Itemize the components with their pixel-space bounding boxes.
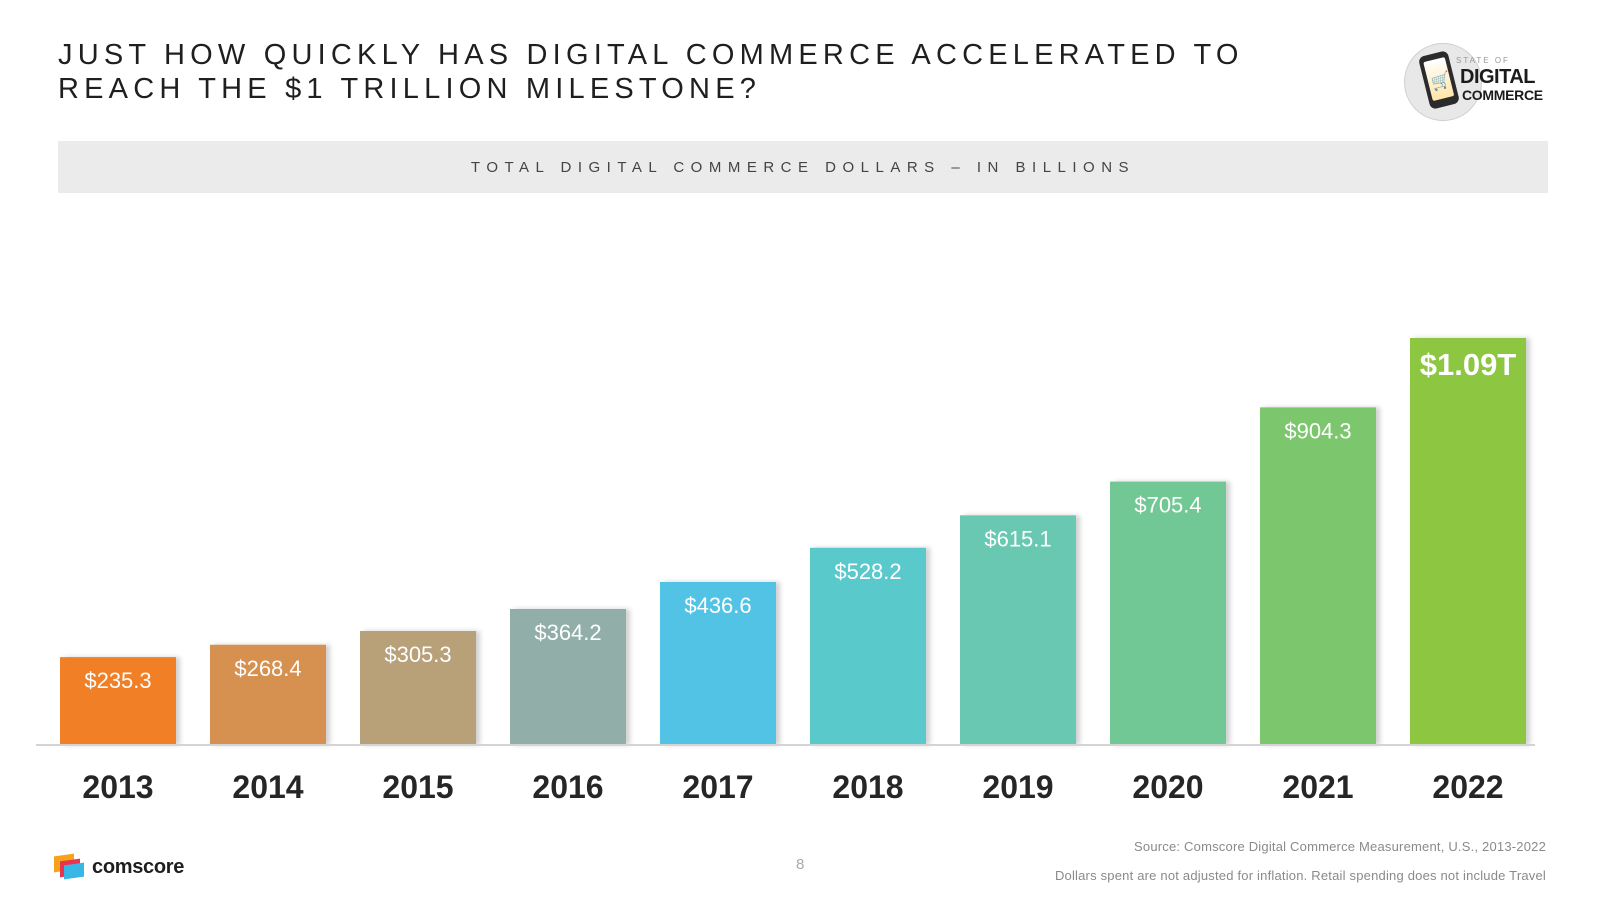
x-tick-label-2017: 2017 bbox=[682, 769, 753, 805]
bar-2021 bbox=[1260, 407, 1376, 745]
data-label-2020: $705.4 bbox=[1134, 493, 1201, 518]
x-tick-label-2021: 2021 bbox=[1282, 769, 1353, 805]
x-tick-label-2015: 2015 bbox=[382, 769, 453, 805]
comscore-mark-icon bbox=[54, 853, 84, 880]
bar-2014 bbox=[210, 644, 326, 745]
data-label-2018: $528.2 bbox=[834, 559, 901, 584]
data-label-2015: $305.3 bbox=[384, 642, 451, 667]
comscore-logo: comscore bbox=[54, 853, 185, 880]
bar-2016 bbox=[510, 609, 626, 745]
x-tick-label-2022: 2022 bbox=[1432, 769, 1503, 805]
x-tick-label-2014: 2014 bbox=[232, 769, 303, 805]
x-tick-label-2018: 2018 bbox=[832, 769, 903, 805]
bar-2015 bbox=[360, 631, 476, 745]
bar-2013 bbox=[60, 657, 176, 745]
x-tick-label-2019: 2019 bbox=[982, 769, 1053, 805]
bar-2017 bbox=[660, 581, 776, 745]
x-tick-label-2020: 2020 bbox=[1132, 769, 1203, 805]
logo-commerce-text: COMMERCE bbox=[1462, 87, 1543, 103]
data-label-2019: $615.1 bbox=[984, 526, 1051, 551]
bar-2019 bbox=[960, 515, 1076, 745]
x-tick-label-2016: 2016 bbox=[532, 769, 603, 805]
brand-name: comscore bbox=[92, 855, 185, 878]
slide-title: JUST HOW QUICKLY HAS DIGITAL COMMERCE AC… bbox=[58, 39, 1244, 105]
data-label-2013: $235.3 bbox=[84, 668, 151, 693]
data-label-2017: $436.6 bbox=[684, 593, 751, 618]
data-label-2022: $1.09T bbox=[1420, 347, 1517, 382]
data-label-2021: $904.3 bbox=[1284, 418, 1351, 443]
bar-2018 bbox=[810, 547, 926, 745]
x-tick-label-2013: 2013 bbox=[82, 769, 153, 805]
chart-title: TOTAL DIGITAL COMMERCE DOLLARS – IN BILL… bbox=[58, 141, 1548, 193]
state-of-digital-commerce-logo: 🛒 STATE OF DIGITAL COMMERCE bbox=[1404, 43, 1564, 123]
source-note: Source: Comscore Digital Commerce Measur… bbox=[1134, 839, 1546, 854]
logo-digital-text: DIGITAL bbox=[1460, 66, 1536, 88]
data-label-2016: $364.2 bbox=[534, 620, 601, 645]
bar-2020 bbox=[1110, 481, 1226, 745]
inflation-note: Dollars spent are not adjusted for infla… bbox=[1054, 868, 1546, 883]
data-label-2014: $268.4 bbox=[234, 656, 301, 681]
logo-small-text: STATE OF bbox=[1456, 56, 1510, 65]
page-number: 8 bbox=[796, 856, 805, 873]
bar-2022 bbox=[1410, 338, 1526, 745]
